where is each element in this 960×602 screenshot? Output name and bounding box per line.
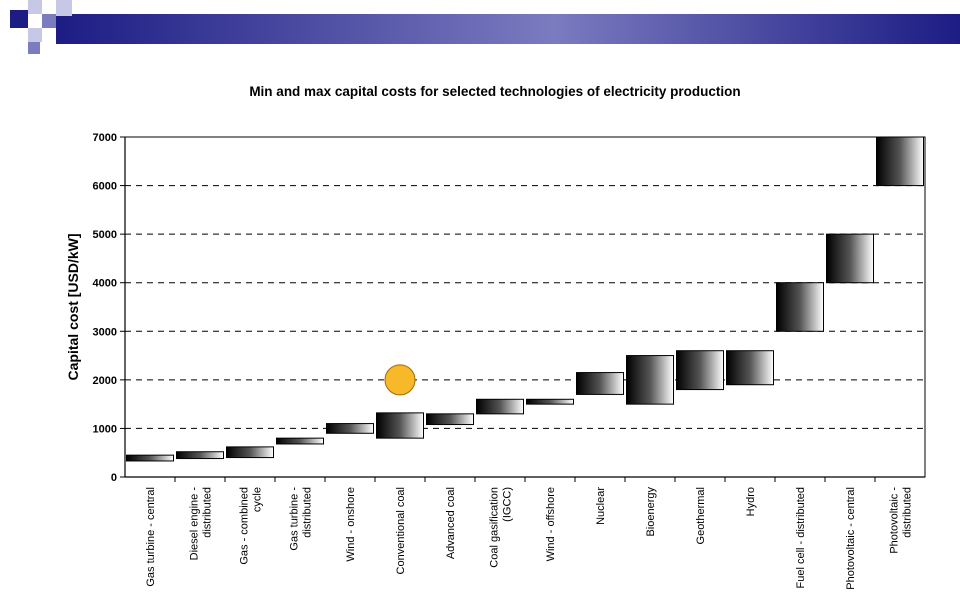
category-label: Wind - onshore (345, 487, 357, 562)
category-label: Advanced coal (445, 487, 457, 559)
category-label: Gas turbine - (289, 487, 301, 551)
bar-0 (126, 454, 174, 462)
category-label: cycle (252, 487, 264, 512)
y-tick-label: 1000 (93, 423, 117, 435)
header-square-light-2 (56, 0, 72, 16)
category-label: Gas - combined (239, 487, 251, 565)
header-square-mid-2 (28, 42, 40, 54)
category-label: Bioenergy (645, 487, 657, 537)
category-label: Geothermal (695, 487, 707, 544)
category-label: Diesel engine - (189, 487, 201, 561)
category-label: distributed (302, 487, 314, 538)
bar-4 (326, 423, 374, 434)
y-tick-label: 0 (111, 472, 117, 484)
highlight-marker (384, 364, 416, 396)
bar-15 (876, 136, 924, 187)
bar-5 (376, 412, 424, 439)
category-label: Hydro (745, 487, 757, 516)
bar-13 (776, 282, 824, 332)
bar-12 (726, 350, 774, 386)
bar-1 (176, 451, 224, 460)
chart-title: Min and max capital costs for selected t… (249, 84, 741, 99)
y-tick-label: 7000 (93, 132, 117, 144)
category-label: Coal gasification (489, 487, 501, 568)
bar-2 (226, 446, 274, 459)
bar-3 (276, 437, 324, 445)
y-axis-label: Capital cost [USD/kW] (65, 233, 81, 380)
slide-header-decoration (10, 0, 960, 54)
category-label: Photovoltaic - central (845, 487, 857, 590)
header-square-light-1 (28, 0, 42, 14)
y-tick-label: 5000 (93, 229, 117, 241)
category-label: Nuclear (595, 487, 607, 525)
bar-8 (526, 398, 574, 405)
header-bar (56, 14, 960, 44)
category-label: Photovoltaic - (889, 487, 901, 554)
header-square-mid-1 (42, 14, 56, 28)
category-label: distributed (202, 487, 214, 538)
bar-11 (676, 350, 724, 391)
header-square-light-3 (28, 28, 42, 42)
y-tick-label: 3000 (93, 326, 117, 338)
y-tick-label: 6000 (93, 181, 117, 193)
y-tick-label: 4000 (93, 278, 117, 290)
category-label: distributed (902, 487, 914, 538)
bar-6 (426, 413, 474, 426)
category-label: Gas turbine - central (145, 487, 157, 587)
category-label: Conventional coal (395, 487, 407, 574)
category-label: Wind - offshore (545, 487, 557, 561)
bar-7 (476, 398, 524, 415)
y-tick-label: 2000 (93, 375, 117, 387)
bar-9 (576, 372, 624, 395)
header-square-dark (10, 10, 28, 28)
category-label: Fuel cell - distributed (795, 487, 807, 589)
bar-10 (626, 355, 674, 405)
bar-14 (826, 233, 874, 284)
category-label: (IGCC) (502, 487, 514, 522)
